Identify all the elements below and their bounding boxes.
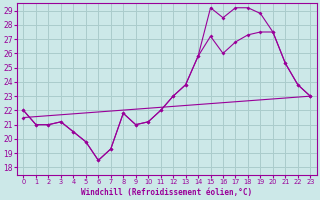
X-axis label: Windchill (Refroidissement éolien,°C): Windchill (Refroidissement éolien,°C) [81,188,252,197]
